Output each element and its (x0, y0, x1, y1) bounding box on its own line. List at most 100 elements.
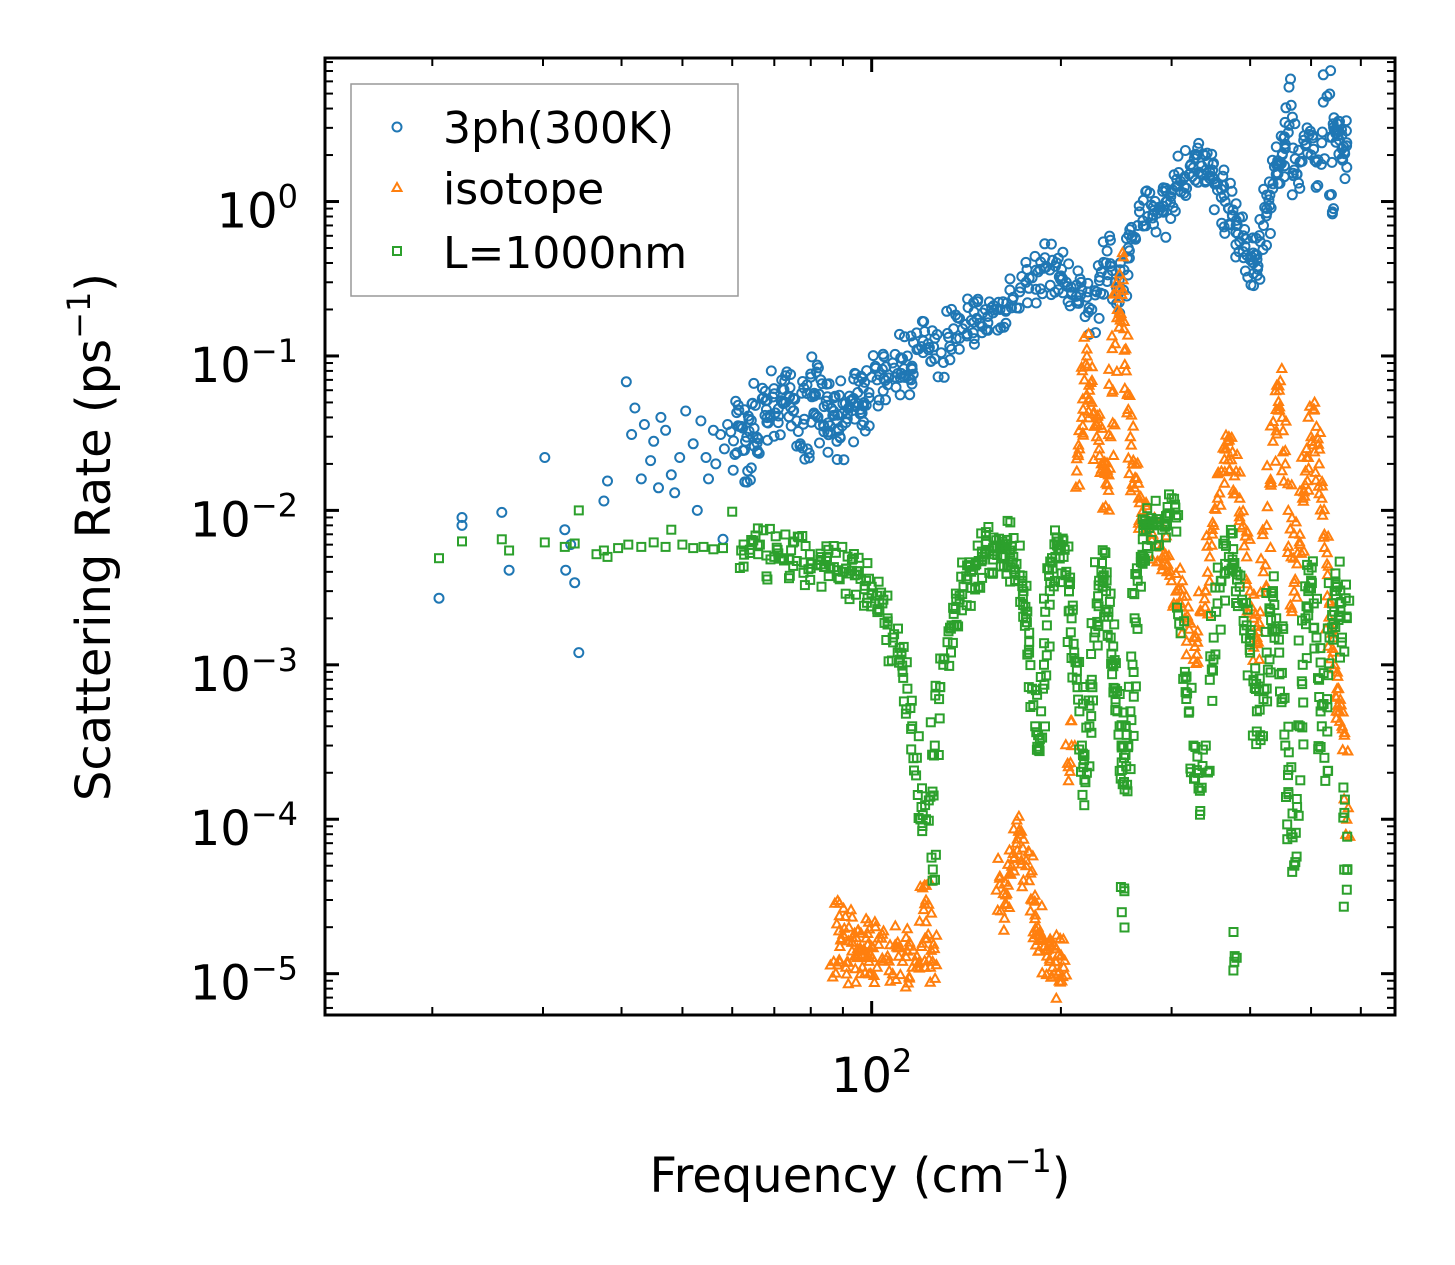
boundary-point (1293, 810, 1304, 821)
3ph-point (1261, 189, 1273, 201)
boundary-point (773, 548, 784, 559)
3ph-point (1264, 189, 1276, 201)
3ph-point (1029, 250, 1041, 262)
isotope-point (850, 951, 864, 963)
3ph-point (715, 429, 727, 440)
3ph-point (1201, 147, 1213, 159)
isotope-point (1102, 503, 1116, 515)
boundary-point (1254, 673, 1265, 684)
boundary-point (851, 569, 862, 580)
3ph-point (1215, 191, 1227, 203)
3ph-point (1326, 208, 1338, 220)
isotope-point (1043, 952, 1056, 964)
isotope-point (833, 955, 847, 967)
isotope-point (1240, 550, 1253, 562)
3ph-point (1219, 227, 1231, 239)
boundary-point (1303, 565, 1314, 576)
isotope-point (1198, 600, 1212, 612)
isotope-point (1285, 478, 1298, 490)
boundary-point (1335, 652, 1345, 663)
boundary-point (1207, 695, 1218, 706)
3ph-point (1312, 154, 1324, 166)
boundary-point (804, 549, 815, 560)
3ph-point (1207, 159, 1219, 170)
boundary-point (1186, 682, 1197, 693)
3ph-point (1264, 200, 1276, 212)
isotope-point (899, 950, 913, 962)
boundary-point (1079, 800, 1090, 811)
boundary-point (1330, 568, 1341, 579)
isotope-point (1159, 529, 1173, 541)
3ph-point (1310, 181, 1322, 193)
isotope-point (1120, 406, 1134, 418)
boundary-point (1148, 516, 1159, 527)
3ph-point (859, 376, 871, 388)
3ph-point (1230, 198, 1242, 210)
3ph-point (638, 419, 650, 430)
3ph-point (710, 458, 722, 470)
isotope-point (901, 922, 914, 934)
y-tick-label-exp: 0 (278, 178, 298, 216)
isotope-point (1125, 408, 1138, 420)
boundary-point (898, 672, 909, 683)
3ph-point (1328, 203, 1339, 215)
isotope-point (899, 930, 913, 942)
isotope-point (1316, 508, 1329, 520)
boundary-point (898, 641, 909, 652)
3ph-point (905, 330, 917, 342)
boundary-point (934, 713, 945, 724)
boundary-point (1261, 647, 1272, 658)
isotope-point (1303, 399, 1317, 411)
boundary-point (1086, 727, 1097, 738)
boundary-point (1063, 606, 1074, 617)
isotope-point (990, 883, 1003, 895)
isotope-point (1312, 487, 1326, 499)
isotope-point (928, 971, 942, 983)
3ph-point (835, 375, 847, 387)
3ph-point (751, 437, 763, 449)
3ph-point (1098, 288, 1109, 300)
3ph-point (1023, 282, 1035, 294)
boundary-point (1334, 556, 1345, 567)
3ph-point (741, 431, 753, 443)
boundary-point (1127, 588, 1138, 598)
isotope-point (1309, 465, 1322, 477)
3ph-point (919, 326, 931, 337)
boundary-point (1266, 588, 1277, 599)
isotope-point (1069, 480, 1083, 492)
isotope-point (993, 871, 1006, 883)
isotope-point (1326, 641, 1339, 653)
isotope-point (1022, 874, 1036, 886)
isotope-point (1220, 442, 1233, 454)
boundary-point (935, 682, 946, 693)
boundary-point (1125, 764, 1136, 775)
isotope-point (1114, 309, 1128, 321)
boundary-point (938, 654, 949, 665)
boundary-point (1093, 591, 1104, 602)
isotope-point (1290, 590, 1304, 602)
isotope-point (1182, 622, 1196, 634)
isotope-point (1314, 425, 1327, 437)
boundary-point (765, 554, 776, 565)
isotope-point (1300, 450, 1313, 462)
3ph-point (998, 321, 1010, 333)
isotope-point (1007, 852, 1021, 864)
boundary-point (1097, 545, 1108, 556)
boundary-point (1014, 540, 1025, 551)
isotope-point (1172, 582, 1186, 594)
isotope-point (1211, 467, 1224, 479)
boundary-point (1312, 593, 1322, 604)
3ph-point (1101, 245, 1113, 257)
isotope-point (1003, 900, 1016, 912)
boundary-point (1137, 558, 1148, 569)
isotope-point (1288, 572, 1302, 584)
legend-label-3ph: 3ph(300K) (443, 103, 674, 154)
boundary-point (975, 582, 986, 593)
boundary-point (1109, 619, 1120, 630)
3ph-point (1063, 258, 1075, 270)
3ph-point (1294, 182, 1306, 194)
isotope-point (862, 967, 876, 979)
isotope-point (1057, 960, 1070, 972)
isotope-point (842, 920, 856, 932)
isotope-point (1273, 400, 1286, 412)
